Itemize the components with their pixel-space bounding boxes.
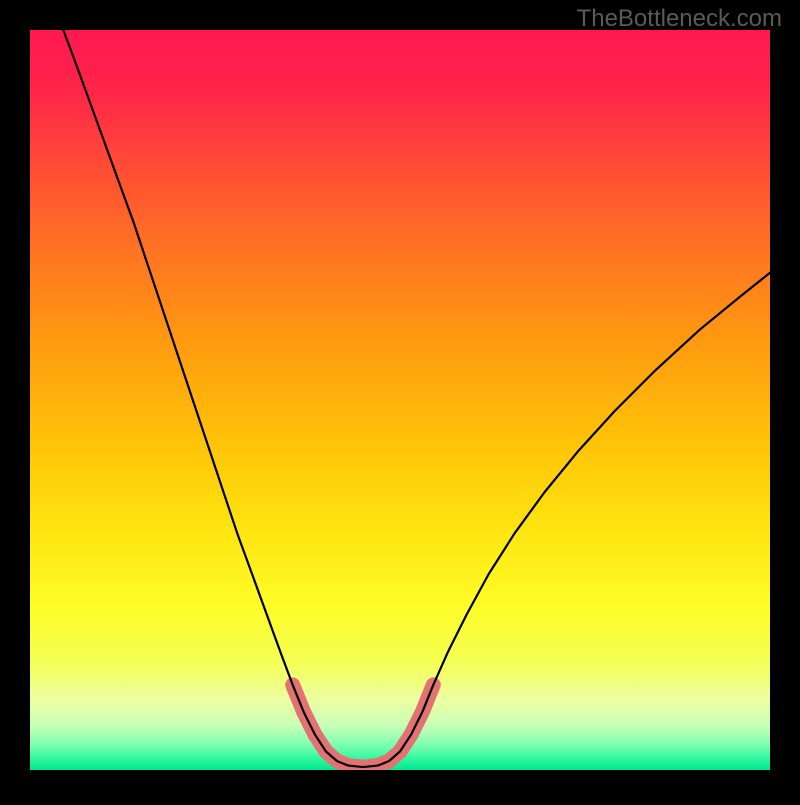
watermark-text: TheBottleneck.com [577, 5, 782, 33]
gradient-background [30, 30, 770, 770]
bottleneck-chart [0, 0, 800, 800]
chart-svg [0, 0, 800, 800]
